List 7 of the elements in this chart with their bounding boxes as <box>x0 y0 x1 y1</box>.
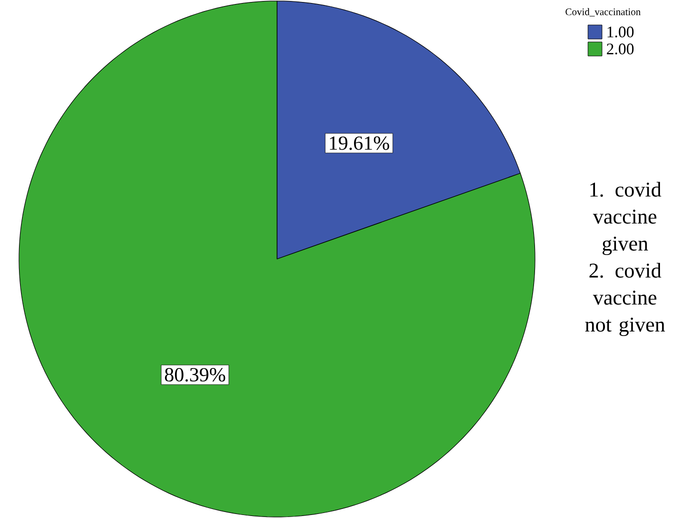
legend-label: 2.00 <box>606 44 634 54</box>
text: 1. covid vaccine given <box>590 182 662 256</box>
legend-label: 1.00 <box>608 26 634 38</box>
data-label: 80.39% <box>164 368 226 382</box>
legend-title: Covid_vaccination <box>566 8 641 16</box>
data-label: 19.61% <box>330 136 390 150</box>
text: 2. covid vaccine not given <box>585 262 665 336</box>
